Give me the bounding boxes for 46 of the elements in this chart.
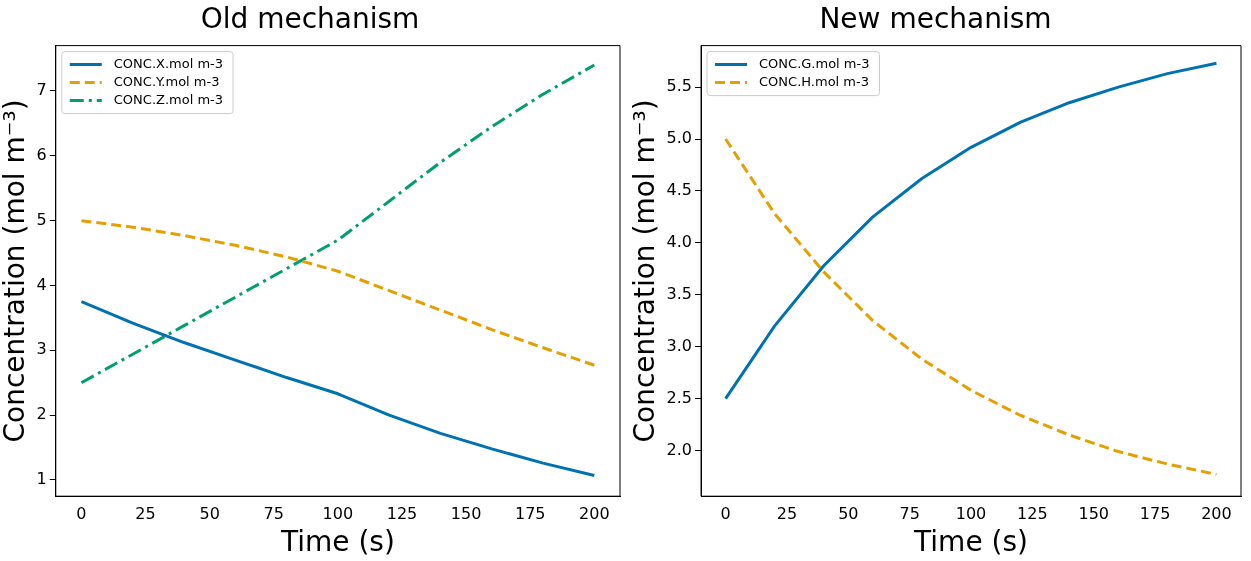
y-tick-label: 6 [36, 144, 47, 164]
chart-title: Old mechanism [200, 2, 420, 36]
legend-label: CONC.H.mol m-3 [759, 73, 869, 89]
y-tick-label: 1 [36, 469, 47, 489]
x-tick-label: 200 [579, 503, 610, 523]
y-tick-label: 4.5 [666, 180, 693, 200]
legend-label: CONC.Z.mol m-3 [113, 91, 224, 107]
y-tick-label: 2 [36, 404, 47, 424]
x-tick-label: 25 [135, 503, 156, 523]
x-tick-label: 50 [199, 503, 220, 523]
y-tick-label: 5.0 [666, 128, 693, 148]
y-tick-label: 3.0 [666, 335, 693, 355]
y-tick-label: 2.5 [666, 387, 693, 407]
y-tick-label: 2.0 [666, 439, 693, 459]
chart-title: New mechanism [819, 2, 1052, 36]
line-series [724, 137, 1218, 476]
x-tick-label: 75 [899, 503, 920, 523]
x-tick-label: 25 [776, 503, 798, 523]
line-series [79, 219, 596, 367]
y-tick-label: 3 [36, 339, 47, 359]
x-axis-title: Time (s) [279, 525, 395, 559]
x-tick-label: 150 [1078, 503, 1110, 523]
x-tick-label: 0 [720, 503, 731, 523]
x-tick-label: 0 [76, 503, 87, 523]
y-tick-label: 4.0 [666, 232, 693, 252]
x-tick-label: 75 [263, 503, 284, 523]
x-tick-label: 100 [955, 503, 987, 523]
x-tick-label: 125 [1017, 503, 1048, 523]
legend-label: CONC.X.mol m-3 [113, 55, 224, 71]
y-tick-label: 5 [36, 209, 47, 229]
y-tick-label: 7 [36, 80, 47, 100]
y-axis-title: Concentration (mol m⁻³) [0, 99, 32, 443]
y-tick-label: 4 [36, 274, 47, 294]
legend-label: CONC.G.mol m-3 [759, 55, 870, 71]
x-tick-label: 125 [386, 503, 418, 523]
x-tick-label: 150 [450, 503, 482, 523]
x-tick-label: 175 [514, 503, 546, 523]
y-tick-label: 5.5 [666, 76, 693, 96]
y-tick-label: 3.5 [666, 283, 693, 303]
x-tick-label: 175 [1139, 503, 1171, 523]
y-axis-title: Concentration (mol m⁻³) [628, 99, 662, 443]
x-axis-title: Time (s) [913, 525, 1028, 559]
x-tick-label: 100 [322, 503, 354, 523]
x-tick-label: 50 [838, 503, 859, 523]
x-tick-label: 200 [1201, 503, 1232, 523]
legend-label: CONC.Y.mol m-3 [113, 73, 220, 89]
